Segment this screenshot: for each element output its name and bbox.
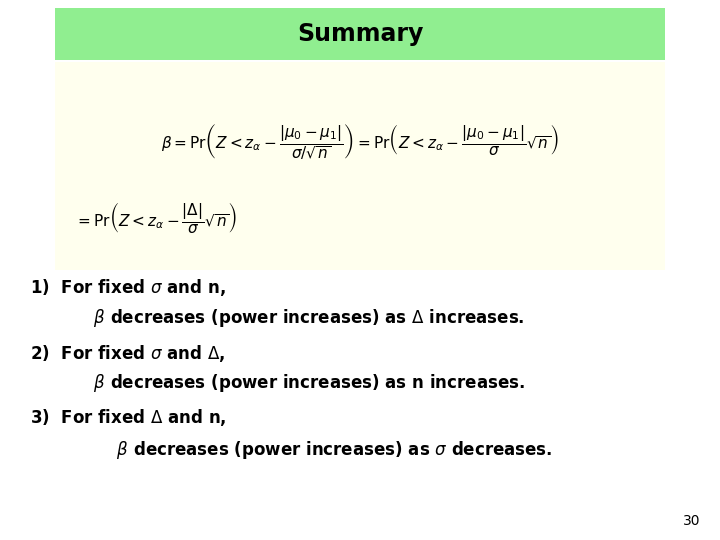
- Text: $= \mathrm{Pr}\left( Z < z_{\alpha} - \dfrac{|\Delta|}{\sigma}\sqrt{n} \right)$: $= \mathrm{Pr}\left( Z < z_{\alpha} - \d…: [75, 199, 237, 234]
- Text: $\beta$ decreases (power increases) as $\sigma$ decreases.: $\beta$ decreases (power increases) as $…: [30, 439, 552, 461]
- Text: Summary: Summary: [297, 22, 423, 46]
- Text: 30: 30: [683, 514, 700, 528]
- Text: 2)  For fixed $\sigma$ and $\Delta$,: 2) For fixed $\sigma$ and $\Delta$,: [30, 342, 225, 363]
- Bar: [55, 62, 665, 270]
- Text: 1)  For fixed $\sigma$ and n,: 1) For fixed $\sigma$ and n,: [30, 278, 225, 299]
- Bar: [55, 8, 665, 60]
- Text: $\beta = \mathrm{Pr}\left( Z < z_{\alpha} - \dfrac{|\mu_0 - \mu_1|}{\sigma/\sqrt: $\beta = \mathrm{Pr}\left( Z < z_{\alpha…: [161, 122, 559, 162]
- Text: $\beta$ decreases (power increases) as n increases.: $\beta$ decreases (power increases) as n…: [30, 372, 525, 394]
- Text: 3)  For fixed $\Delta$ and n,: 3) For fixed $\Delta$ and n,: [30, 408, 227, 429]
- Text: $\beta$ decreases (power increases) as $\Delta$ increases.: $\beta$ decreases (power increases) as $…: [30, 307, 525, 329]
